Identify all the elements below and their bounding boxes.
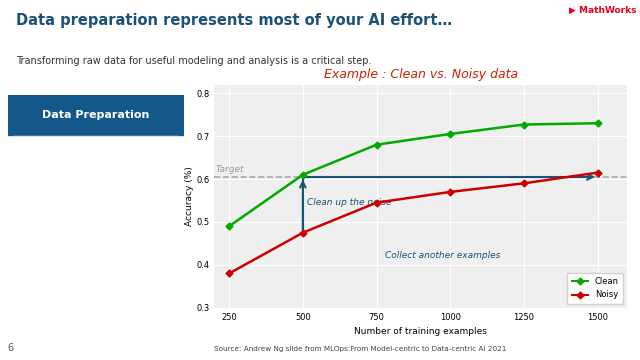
Title: Example : Clean vs. Noisy data: Example : Clean vs. Noisy data: [324, 68, 518, 81]
Text: Source: Andrew Ng slide from MLOps:From Model-centric to Data-centric AI 2021: Source: Andrew Ng slide from MLOps:From …: [214, 346, 507, 352]
Clean: [520, 122, 528, 127]
Noisy: [372, 201, 380, 205]
Text: Data cleansing and
preparation: Data cleansing and preparation: [52, 144, 135, 165]
Text: 6: 6: [8, 343, 14, 353]
Text: ■: ■: [22, 141, 33, 154]
Text: Target: Target: [216, 165, 244, 174]
Noisy: [447, 190, 454, 194]
Text: Clean up the noise: Clean up the noise: [307, 198, 392, 207]
Text: ■: ■: [22, 260, 33, 273]
Text: Simulation-
generated data: Simulation- generated data: [52, 263, 118, 284]
Noisy: [520, 181, 528, 185]
Y-axis label: Accuracy (%): Accuracy (%): [184, 166, 193, 226]
Text: Data preparation represents most of your AI effort…: Data preparation represents most of your…: [16, 13, 452, 28]
Clean: [225, 224, 233, 228]
Text: ▶ MathWorks: ▶ MathWorks: [570, 5, 637, 14]
Text: ■: ■: [22, 199, 33, 212]
Clean: [299, 172, 307, 177]
Legend: Clean, Noisy: Clean, Noisy: [568, 273, 623, 303]
Noisy: [225, 271, 233, 276]
Text: Data Preparation: Data Preparation: [42, 111, 149, 120]
Bar: [8, 95, 184, 135]
X-axis label: Number of training examples: Number of training examples: [355, 327, 487, 336]
Text: Collect another examples: Collect another examples: [385, 251, 500, 260]
Clean: [594, 121, 602, 125]
Line: Noisy: Noisy: [227, 170, 600, 276]
Text: Transforming raw data for useful modeling and analysis is a critical step.: Transforming raw data for useful modelin…: [16, 56, 371, 66]
Noisy: [299, 230, 307, 235]
Clean: [447, 132, 454, 136]
Line: Clean: Clean: [227, 121, 600, 229]
Noisy: [594, 170, 602, 175]
Text: Human insight: Human insight: [52, 207, 115, 216]
Clean: [372, 143, 380, 147]
